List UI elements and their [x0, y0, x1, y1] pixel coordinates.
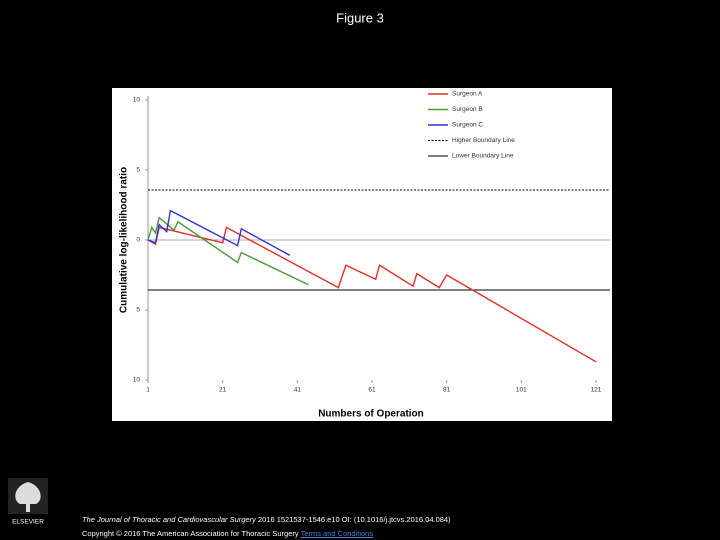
legend-label: Surgeon C — [452, 122, 483, 129]
chart-panel — [112, 88, 612, 421]
citation-details: 2016 1521537-1546.e10 OI: (10.1016/j.jtc… — [257, 515, 451, 524]
slide-title: Figure 3 — [336, 10, 384, 25]
legend-label: Higher Boundary Line — [452, 137, 515, 144]
copyright-line: Copyright © 2016 The American Associatio… — [82, 529, 373, 538]
x-tick-label: 121 — [591, 387, 602, 394]
y-tick-label: 0 — [136, 237, 140, 244]
logo: ELSEVIER — [8, 478, 48, 526]
x-axis-title: Numbers of Operation — [318, 409, 424, 420]
x-tick-label: 101 — [516, 387, 527, 394]
x-tick-label: 21 — [219, 387, 227, 394]
legend-label: Surgeon B — [452, 106, 483, 113]
y-axis-title: Cumulative log-likelihood ratio — [119, 167, 130, 313]
series-line — [147, 209, 291, 257]
citation: The Journal of Thoracic and Cardiovascul… — [82, 515, 451, 524]
x-tick-label: 61 — [368, 387, 376, 394]
logo-text: ELSEVIER — [12, 519, 44, 526]
x-tick-label: 1 — [146, 387, 150, 394]
copyright: Copyright © 2016 The American Associatio… — [82, 529, 299, 538]
y-tick-label: 5 — [136, 307, 140, 314]
series-line — [147, 226, 597, 363]
y-tick-label: 10 — [133, 97, 141, 104]
x-tick-label: 41 — [294, 387, 302, 394]
legend-label: Lower Boundary Line — [452, 153, 514, 160]
y-tick-label: 10 — [133, 377, 141, 384]
y-tick-label: 5 — [136, 167, 140, 174]
terms-link[interactable]: Terms and Conditions — [300, 529, 374, 538]
journal: The Journal of Thoracic and Cardiovascul… — [82, 515, 256, 524]
legend: Surgeon A Surgeon B Surgeon C Higher Bounda… — [428, 91, 515, 160]
series-line — [147, 216, 309, 286]
x-tick-label: 81 — [443, 387, 451, 394]
legend-label: Surgeon A — [452, 91, 483, 98]
